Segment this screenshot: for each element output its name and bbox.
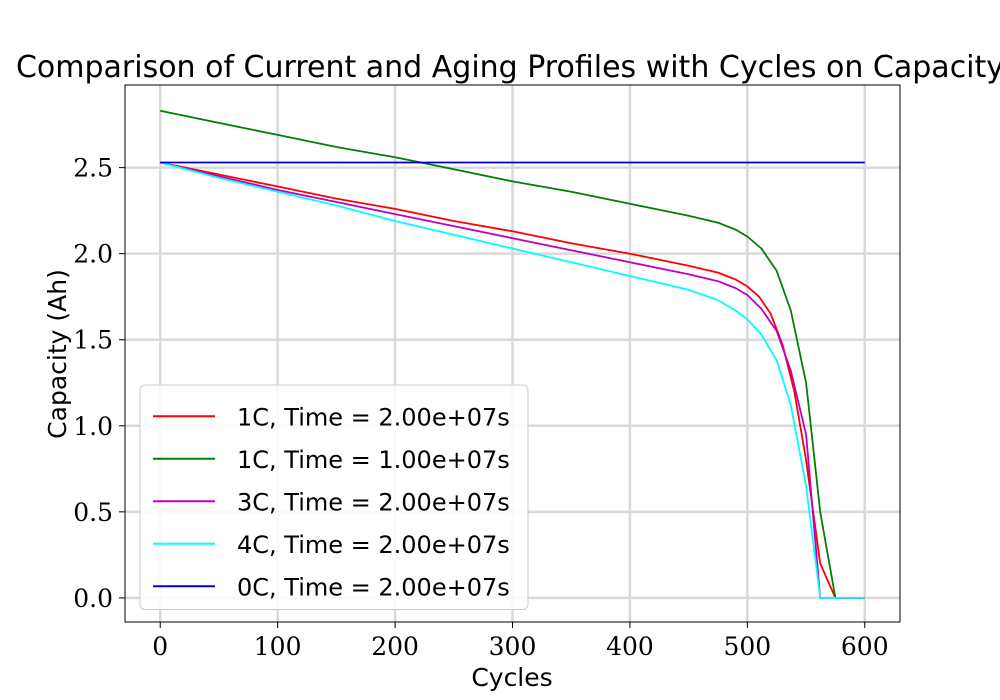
legend: 1C, Time = 2.00e+07s 1C, Time = 1.00e+07s… xyxy=(139,384,529,610)
x-tick-label: 0 xyxy=(152,632,168,661)
legend-label: 1C, Time = 1.00e+07s xyxy=(237,446,510,474)
legend-label: 1C, Time = 2.00e+07s xyxy=(237,403,510,431)
y-axis-label: Capacity (Ah) xyxy=(43,269,72,439)
legend-box xyxy=(139,384,529,610)
x-tick-label: 500 xyxy=(723,632,771,661)
series-line-3 xyxy=(159,161,865,599)
x-axis-label: Cycles xyxy=(471,663,552,692)
series-line-4 xyxy=(159,161,865,599)
y-tick-label: 0.5 xyxy=(73,498,113,527)
series-lines xyxy=(159,109,865,599)
series-line-1 xyxy=(160,161,865,599)
legend-label: 0C, Time = 2.00e+07s xyxy=(237,573,510,601)
x-tick-label: 600 xyxy=(841,632,889,661)
x-tick-label: 100 xyxy=(254,632,302,661)
x-tick-label: 300 xyxy=(489,632,537,661)
x-tick-label: 400 xyxy=(606,632,654,661)
x-tick-label: 200 xyxy=(371,632,419,661)
y-tick-label: 2.5 xyxy=(73,154,113,183)
y-tick-label: 0.0 xyxy=(73,584,113,613)
axis-ticks: 0 100 200 300 400 500 600 0.0 0.5 1.0 1.5 2.0 2.5 xyxy=(73,154,888,661)
legend-label: 3C, Time = 2.00e+07s xyxy=(237,488,510,516)
chart-title: Comparison of Current and Aging Profiles… xyxy=(16,50,1000,85)
series-line-2 xyxy=(160,109,865,599)
legend-label: 4C, Time = 2.00e+07s xyxy=(237,531,510,559)
y-tick-label: 1.0 xyxy=(73,412,113,441)
y-tick-label: 1.5 xyxy=(73,326,113,355)
y-tick-label: 2.0 xyxy=(73,240,113,269)
